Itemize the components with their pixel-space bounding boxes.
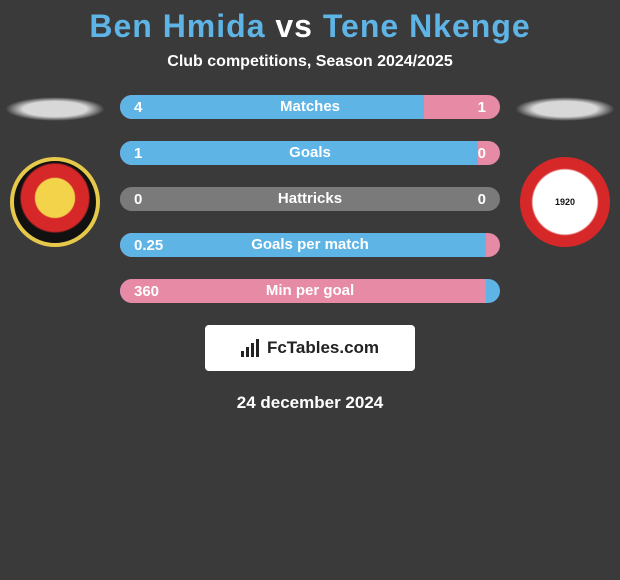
team2-badge-year: 1920 [555, 197, 575, 207]
stat-left-value: 0.25 [120, 233, 486, 257]
stat-right-value [486, 279, 500, 303]
brand-attribution: FcTables.com [205, 325, 415, 371]
stat-row: 41Matches [120, 95, 500, 119]
right-team-column: 1920 [510, 93, 620, 247]
comparison-body: 41Matches 10Goals 00Hattricks 0.25Goals per… [0, 93, 620, 303]
chart-icon [241, 339, 263, 357]
stat-row: 360Min per goal [120, 279, 500, 303]
page-title: Ben Hmida vs Tene Nkenge [89, 8, 530, 45]
comparison-card: Ben Hmida vs Tene Nkenge Club competitio… [0, 0, 620, 413]
stat-left-value: 4 [120, 95, 424, 119]
left-team-column [0, 93, 110, 247]
subtitle: Club competitions, Season 2024/2025 [167, 53, 452, 71]
stat-left-value: 360 [120, 279, 486, 303]
stat-left-value: 1 [120, 141, 478, 165]
stats-column: 41Matches 10Goals 00Hattricks 0.25Goals per… [120, 93, 500, 303]
player1-name: Ben Hmida [89, 8, 265, 44]
stat-row: 10Goals [120, 141, 500, 165]
player1-silhouette [5, 97, 105, 121]
stat-right-value: 0 [310, 187, 500, 211]
vs-separator: vs [275, 8, 313, 44]
stat-right-value [486, 233, 500, 257]
brand-name: FcTables.com [267, 338, 379, 358]
stat-row: 0.25Goals per match [120, 233, 500, 257]
stat-row: 00Hattricks [120, 187, 500, 211]
stat-left-value: 0 [120, 187, 310, 211]
team2-badge: 1920 [520, 157, 610, 247]
stat-right-value: 0 [478, 141, 500, 165]
team1-badge [10, 157, 100, 247]
player2-silhouette [515, 97, 615, 121]
player2-name: Tene Nkenge [323, 8, 531, 44]
stat-right-value: 1 [424, 95, 500, 119]
date-label: 24 december 2024 [237, 393, 384, 413]
